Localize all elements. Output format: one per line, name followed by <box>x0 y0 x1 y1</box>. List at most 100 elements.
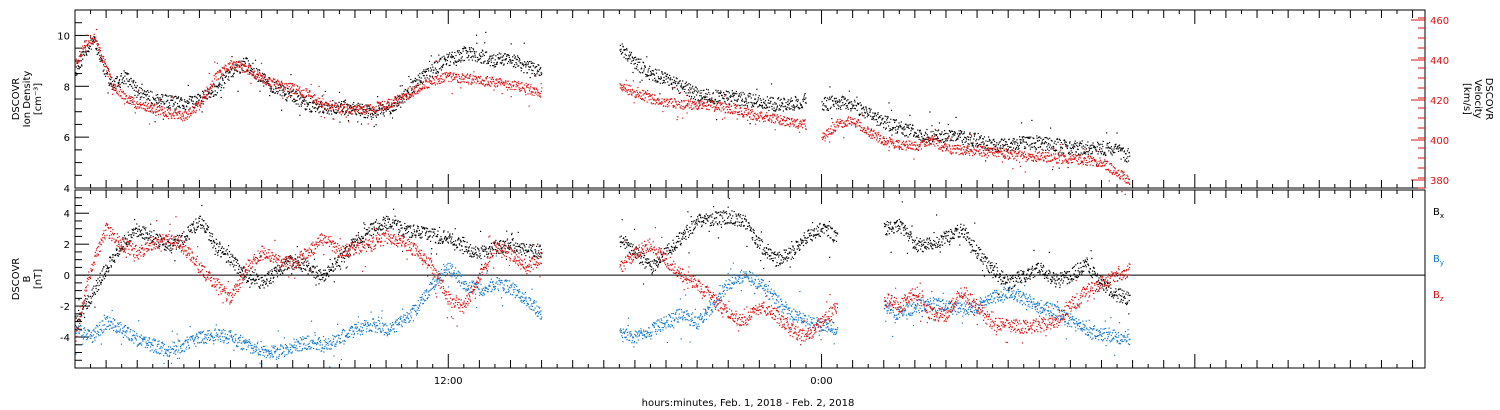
data-point <box>382 104 384 106</box>
data-point <box>200 102 202 104</box>
data-point <box>689 92 691 94</box>
data-point <box>496 61 498 63</box>
data-point <box>342 111 344 113</box>
data-point <box>945 140 947 142</box>
data-point <box>366 107 368 109</box>
data-point <box>459 53 461 56</box>
data-point <box>846 104 848 107</box>
data-point <box>678 82 680 84</box>
data-point <box>656 80 658 82</box>
data-point <box>116 92 118 94</box>
data-point <box>1042 152 1044 154</box>
data-point <box>860 122 862 124</box>
data-point <box>825 106 827 108</box>
data-point <box>754 116 756 118</box>
data-point <box>323 111 325 113</box>
data-point <box>164 103 166 105</box>
data-point <box>432 82 434 85</box>
data-point <box>446 77 448 79</box>
data-point <box>874 113 877 115</box>
data-point <box>312 102 314 104</box>
data-point <box>765 116 767 118</box>
data-point <box>831 95 833 97</box>
data-point <box>960 153 962 155</box>
data-point <box>644 92 646 94</box>
data-point <box>764 107 766 109</box>
data-point <box>767 120 770 122</box>
data-point <box>1078 153 1080 155</box>
data-point <box>197 93 199 95</box>
data-point <box>978 150 980 152</box>
data-point <box>727 97 729 99</box>
data-point <box>839 121 841 123</box>
data-point <box>663 76 665 79</box>
data-point <box>475 75 477 77</box>
data-point <box>339 111 341 113</box>
data-point <box>498 78 500 80</box>
data-point <box>854 118 856 120</box>
data-point <box>265 81 267 83</box>
data-point <box>1031 119 1033 121</box>
data-point <box>179 117 182 119</box>
data-point <box>732 93 734 95</box>
data-point <box>910 148 912 150</box>
data-point <box>312 106 314 108</box>
data-point <box>304 103 306 105</box>
data-point <box>621 90 623 92</box>
data-point <box>836 101 838 104</box>
data-point <box>399 101 401 103</box>
data-point <box>646 93 648 95</box>
data-point <box>1007 148 1009 150</box>
data-point <box>929 137 931 139</box>
data-point <box>952 134 954 136</box>
data-point <box>322 106 324 108</box>
data-point <box>456 61 458 63</box>
data-point <box>697 92 699 94</box>
data-point <box>438 68 441 70</box>
data-point <box>162 96 164 98</box>
data-point <box>959 148 961 150</box>
data-point <box>474 75 476 78</box>
data-point <box>866 116 868 118</box>
data-point <box>75 74 77 76</box>
data-point <box>417 74 419 76</box>
data-point <box>286 97 288 99</box>
data-point <box>988 149 990 151</box>
data-point <box>908 140 910 142</box>
data-point <box>484 85 486 87</box>
data-point <box>964 153 967 156</box>
data-point <box>664 72 666 74</box>
data-point <box>157 110 159 112</box>
data-point <box>1045 142 1048 144</box>
data-point <box>119 79 121 81</box>
data-point <box>428 78 430 80</box>
data-point <box>457 81 459 83</box>
data-point <box>193 109 195 111</box>
data-point <box>205 96 207 98</box>
data-point <box>333 111 335 113</box>
data-point <box>334 112 336 114</box>
data-point <box>824 137 827 139</box>
data-point <box>973 146 975 148</box>
data-point <box>803 120 805 122</box>
data-point <box>755 113 757 116</box>
data-point <box>743 93 745 95</box>
data-point <box>425 80 428 82</box>
data-point <box>826 129 828 131</box>
data-point <box>863 131 865 134</box>
data-point <box>406 99 408 101</box>
data-point <box>460 87 462 89</box>
data-point <box>364 111 366 113</box>
data-point <box>838 125 840 127</box>
data-point <box>429 80 431 82</box>
data-point <box>187 116 189 118</box>
data-point <box>746 108 748 110</box>
data-point <box>94 39 96 41</box>
data-point <box>261 80 263 82</box>
data-point <box>876 119 878 121</box>
data-point <box>321 105 323 107</box>
data-point <box>764 117 766 120</box>
data-point <box>343 108 345 110</box>
data-point <box>623 84 625 86</box>
data-point <box>835 103 837 105</box>
